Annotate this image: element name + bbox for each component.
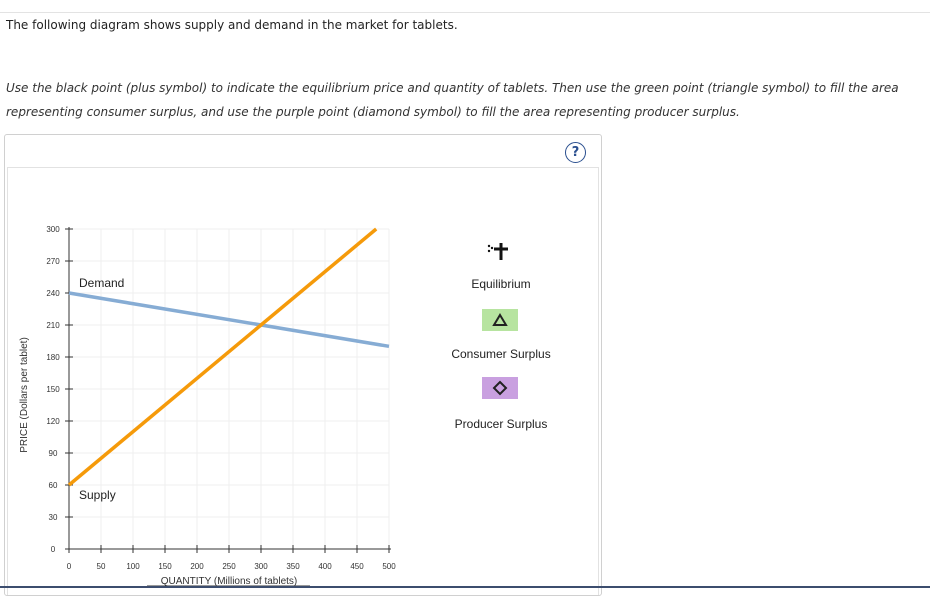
equilibrium-label: Equilibrium	[471, 277, 531, 291]
x-tick-label: 500	[382, 562, 396, 571]
chart-axes	[68, 227, 391, 550]
chart-grid	[69, 228, 390, 549]
y-tick-label: 180	[46, 353, 60, 362]
triangle-icon[interactable]	[482, 309, 518, 331]
y-tick-label: 120	[46, 417, 60, 426]
plus-icon-dot	[490, 246, 494, 250]
graph-panel	[4, 134, 602, 596]
diamond-icon[interactable]	[482, 377, 518, 399]
y-tick-label: 90	[49, 449, 58, 458]
consumer-surplus-tool[interactable]	[482, 309, 518, 331]
help-icon[interactable]: ?	[565, 142, 586, 163]
supply-curve-label: Supply	[79, 488, 116, 502]
supply-curve	[67, 227, 378, 487]
x-tick-label: 200	[190, 562, 204, 571]
y-tick-label: 0	[51, 545, 56, 554]
panel-right-border	[598, 167, 599, 595]
y-axis-label: PRICE (Dollars per tablet)	[19, 337, 30, 453]
x-tick-label: 450	[350, 562, 364, 571]
y-tick-label: 150	[46, 385, 60, 394]
instructions-text: Use the black point (plus symbol) to ind…	[6, 81, 899, 119]
bottom-border	[0, 586, 930, 588]
x-tick-label: 100	[126, 562, 140, 571]
chart-ticks: 0 30 60 90 120 150 180 210 240 270 300 0 50 100 150 200…	[46, 225, 396, 571]
consumer-surplus-label: Consumer Surplus	[451, 347, 551, 361]
y-tick-label: 240	[46, 289, 60, 298]
x-tick-label: 400	[318, 562, 332, 571]
top-divider	[0, 12, 930, 13]
y-tick-label: 210	[46, 321, 60, 330]
x-tick-label: 150	[158, 562, 172, 571]
x-tick-label: 350	[286, 562, 300, 571]
intro-text: The following diagram shows supply and d…	[6, 18, 458, 32]
y-tick-label: 60	[49, 481, 58, 490]
producer-surplus-tool[interactable]	[482, 377, 518, 399]
x-tick-label: 300	[254, 562, 268, 571]
x-tick-label: 0	[67, 562, 72, 571]
x-tick-label: 50	[97, 562, 106, 571]
panel-left-border	[7, 167, 8, 595]
equilibrium-tool[interactable]	[487, 243, 508, 260]
y-tick-label: 270	[46, 257, 60, 266]
panel-divider	[7, 167, 599, 168]
plus-icon-dot	[487, 244, 491, 248]
plus-icon-dot	[487, 249, 491, 253]
demand-curve	[68, 291, 390, 349]
y-tick-label: 300	[46, 225, 60, 234]
demand-curve-label: Demand	[79, 276, 124, 290]
x-axis-label: QUANTITY (Millions of tablets)	[161, 576, 298, 587]
y-tick-label: 30	[49, 513, 58, 522]
x-tick-label: 250	[222, 562, 236, 571]
chart-series	[67, 227, 390, 487]
producer-surplus-label: Producer Surplus	[454, 417, 548, 431]
